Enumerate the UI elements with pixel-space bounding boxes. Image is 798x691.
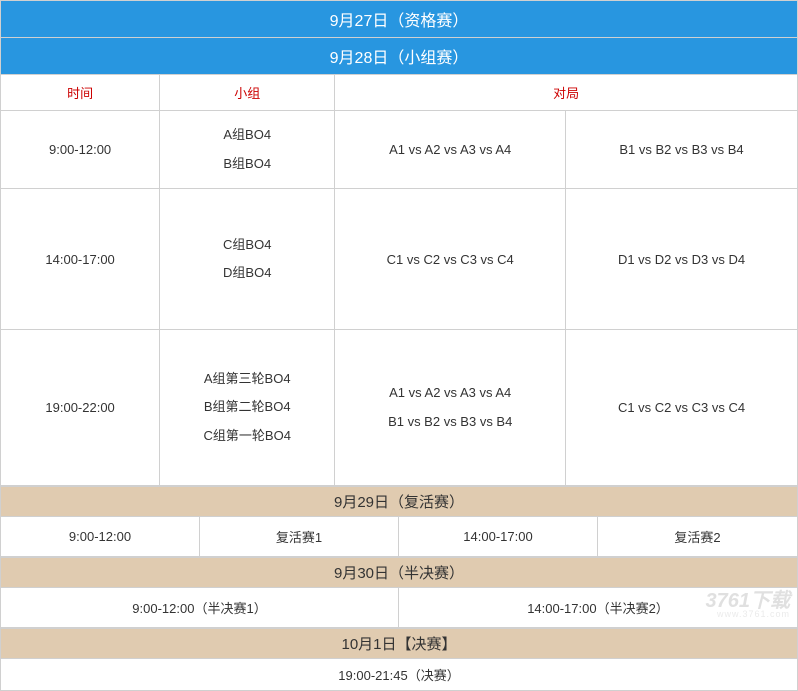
revival-time: 9:00-12:00	[1, 517, 200, 556]
day30-row: 9:00-12:00（半决赛1） 14:00-17:00（半决赛2）	[1, 588, 797, 628]
header-row: 时间 小组 对局	[1, 75, 797, 111]
time-cell: 19:00-22:00	[1, 330, 160, 485]
group-line: A组BO4	[223, 121, 271, 150]
header-group: 小组	[160, 75, 335, 110]
group-line: B组第二轮BO4	[204, 393, 291, 422]
banner-sep30: 9月30日（半决赛）	[1, 557, 797, 588]
time-cell: 9:00-12:00	[1, 111, 160, 188]
day29-row: 9:00-12:00 复活赛1 14:00-17:00 复活赛2	[1, 517, 797, 557]
group-line: A组第三轮BO4	[204, 365, 291, 394]
group-cell: A组第三轮BO4 B组第二轮BO4 C组第一轮BO4	[160, 330, 335, 485]
match-cell: A1 vs A2 vs A3 vs A4 B1 vs B2 vs B3 vs B…	[335, 330, 566, 485]
match-cell: C1 vs C2 vs C3 vs C4	[335, 189, 566, 329]
schedule-table: 9月27日（资格赛） 9月28日（小组赛） 时间 小组 对局 9:00-12:0…	[0, 0, 798, 691]
day28-row3: 19:00-22:00 A组第三轮BO4 B组第二轮BO4 C组第一轮BO4 A…	[1, 330, 797, 486]
group-line: C组第一轮BO4	[204, 422, 291, 451]
match-line: B1 vs B2 vs B3 vs B4	[388, 408, 512, 437]
banner-sep28: 9月28日（小组赛）	[1, 38, 797, 75]
group-line: C组BO4	[223, 231, 271, 260]
time-cell: 14:00-17:00	[1, 189, 160, 329]
revival-time: 14:00-17:00	[399, 517, 598, 556]
group-line: D组BO4	[223, 259, 271, 288]
match-cell: A1 vs A2 vs A3 vs A4	[335, 111, 566, 188]
final-row: 19:00-21:45（决赛）	[1, 659, 797, 690]
banner-sep27: 9月27日（资格赛）	[1, 1, 797, 38]
group-line: B组BO4	[223, 150, 271, 179]
match-cell: B1 vs B2 vs B3 vs B4	[566, 111, 797, 188]
match-cell: C1 vs C2 vs C3 vs C4	[566, 330, 797, 485]
day28-row1: 9:00-12:00 A组BO4 B组BO4 A1 vs A2 vs A3 vs…	[1, 111, 797, 189]
match-cell: D1 vs D2 vs D3 vs D4	[566, 189, 797, 329]
semifinal-cell: 14:00-17:00（半决赛2）	[399, 588, 797, 627]
group-cell: C组BO4 D组BO4	[160, 189, 335, 329]
banner-oct01: 10月1日【决赛】	[1, 628, 797, 659]
banner-sep29: 9月29日（复活赛）	[1, 486, 797, 517]
match-line: A1 vs A2 vs A3 vs A4	[389, 379, 511, 408]
group-cell: A组BO4 B组BO4	[160, 111, 335, 188]
semifinal-cell: 9:00-12:00（半决赛1）	[1, 588, 399, 627]
revival-label: 复活赛1	[200, 517, 399, 556]
revival-label: 复活赛2	[598, 517, 797, 556]
day28-row2: 14:00-17:00 C组BO4 D组BO4 C1 vs C2 vs C3 v…	[1, 189, 797, 330]
header-match: 对局	[335, 75, 797, 110]
header-time: 时间	[1, 75, 160, 110]
